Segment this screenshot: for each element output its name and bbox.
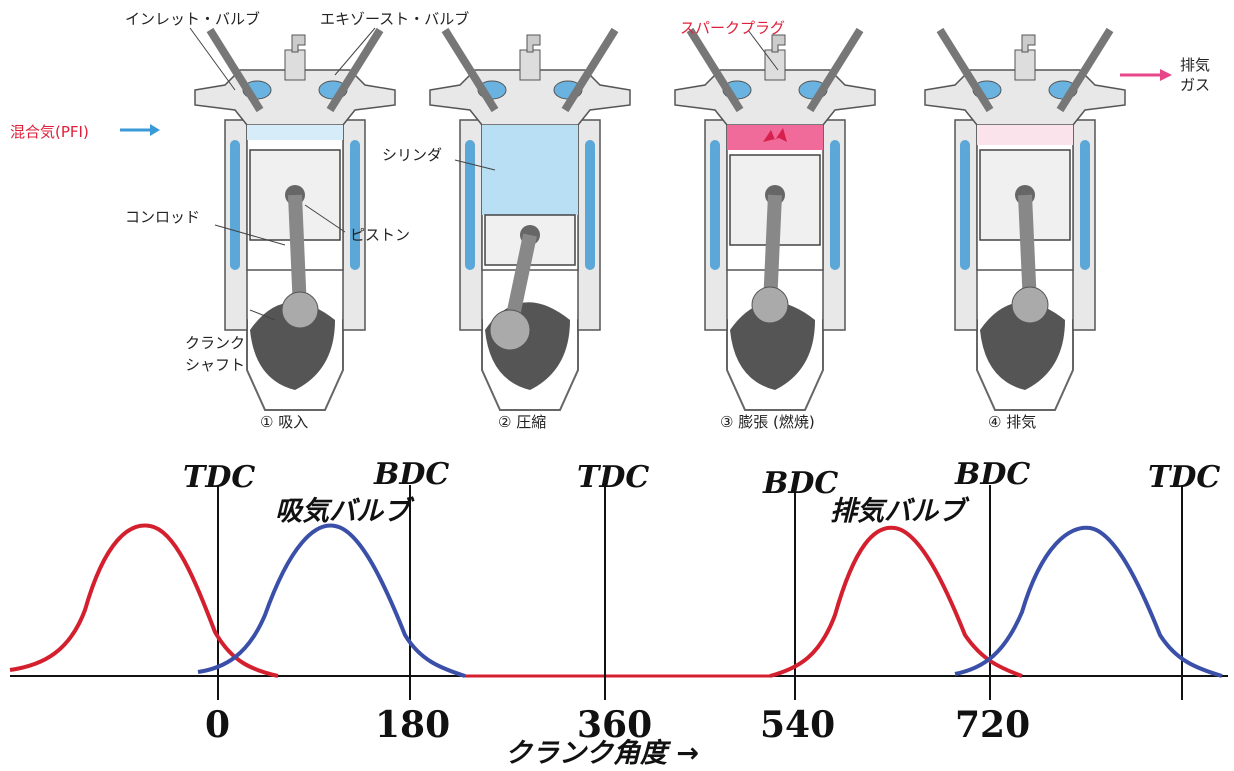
stage-caption-power: ③ 膨張 (燃焼) [720,413,815,431]
engine-power [675,30,875,410]
tick-0: 0 [205,704,230,746]
intake-lift-curve-1 [197,523,466,678]
tick-540: 540 [760,704,835,746]
marker-label-tdc-360: TDC [577,460,649,495]
label-exhaust-gas-1: 排気 [1180,56,1210,74]
label-crankshaft-2: シャフト [185,356,245,374]
x-axis-label: クランク角度 → [505,738,699,769]
tick-720: 720 [955,704,1030,746]
marker-label-bdc-720: BDC [954,457,1030,492]
engine-intake [195,30,395,410]
label-intake-valve: 吸気バルブ [275,496,415,527]
stage-caption-compression: ② 圧縮 [498,413,546,431]
tick-360: 360 [577,704,652,746]
exhaust-lift-curve-1 [9,523,279,678]
intake-arrowhead [150,124,160,136]
label-piston: ピストン [350,226,410,244]
marker-label-tdc-end: TDC [1148,460,1220,495]
exhaust-lift-curve-2 [769,525,1023,678]
marker-label-bdc-540: BDC [762,466,838,501]
marker-label-tdc-0: TDC [183,460,255,495]
label-inlet-valve: インレット・バルブ [125,10,260,28]
intake-lift-curve-2 [954,525,1223,678]
stage-caption-exhaust: ④ 排気 [988,413,1036,431]
label-exhaust-valve: エキゾースト・バルブ [320,10,469,28]
tick-180: 180 [375,704,450,746]
label-spark-plug: スパークプラグ [680,19,785,37]
exhaust-arrowhead [1160,69,1172,81]
marker-label-bdc-180: BDC [373,457,449,492]
label-cylinder: シリンダ [382,146,442,164]
label-crankshaft-1: クランク [185,334,245,352]
label-exhaust-gas-2: ガス [1180,76,1210,94]
engine-compression [430,30,630,410]
label-mixture: 混合気(PFI) [10,123,89,141]
engine-exhaust [925,30,1125,410]
stage-caption-intake: ① 吸入 [260,413,308,431]
label-exhaust-valve-timing: 排気バルブ [830,496,970,527]
label-conrod: コンロッド [125,208,200,226]
